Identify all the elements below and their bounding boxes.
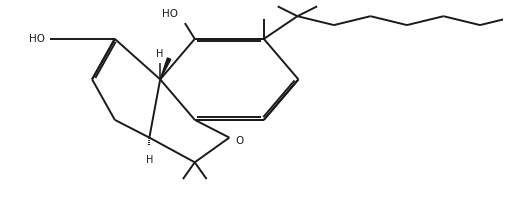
Text: HO: HO <box>29 34 44 44</box>
Polygon shape <box>160 58 170 79</box>
Text: H: H <box>155 49 163 59</box>
Text: O: O <box>235 136 243 146</box>
Text: HO: HO <box>162 9 178 19</box>
Text: H: H <box>145 155 153 165</box>
